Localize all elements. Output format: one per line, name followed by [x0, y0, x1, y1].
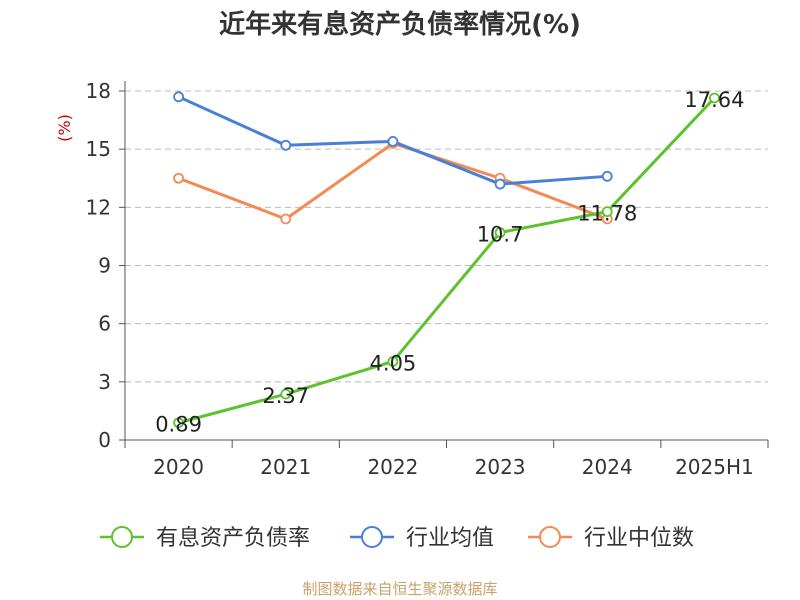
legend-label: 行业中位数 — [584, 526, 694, 551]
y-tick-label: 18 — [86, 79, 111, 103]
data-point — [173, 91, 184, 103]
data-point — [173, 172, 184, 184]
data-label: 4.05 — [370, 351, 417, 375]
x-tick-label: 2024 — [582, 455, 633, 479]
data-point — [387, 356, 399, 367]
y-tick-label: 0 — [98, 428, 111, 452]
data-point — [387, 136, 399, 147]
y-tick-label: 9 — [98, 254, 111, 278]
y-tick-label: 12 — [86, 195, 111, 219]
series-line-0 — [178, 96, 716, 425]
legend-marker — [361, 526, 383, 548]
data-label: 2.37 — [262, 384, 309, 408]
data-point — [280, 139, 292, 151]
data-point — [173, 417, 184, 429]
y-tick-label: 3 — [98, 370, 111, 394]
y-tick-label: 15 — [86, 137, 111, 161]
data-label: 11.78 — [577, 202, 637, 226]
x-tick-label: 2023 — [475, 455, 526, 479]
x-tick-label: 2020 — [153, 455, 204, 479]
data-point — [280, 388, 292, 400]
legend-marker — [111, 526, 133, 548]
y-tick-label: 6 — [98, 312, 111, 336]
data-point — [709, 92, 720, 104]
data-label: 0.89 — [155, 413, 202, 437]
legend-label: 行业均值 — [406, 526, 494, 551]
data-point — [601, 206, 613, 217]
y-axis-label: (%) — [55, 114, 74, 142]
x-tick-label: 2022 — [367, 455, 418, 479]
data-point — [280, 213, 292, 225]
legend-label: 有息资产负债率 — [156, 526, 310, 551]
data-point — [494, 227, 506, 238]
data-label: 17.64 — [684, 88, 744, 112]
x-tick-label: 2021 — [260, 455, 311, 479]
data-point — [494, 178, 506, 190]
data-point — [601, 170, 613, 182]
data-label: 10.7 — [477, 223, 524, 247]
x-tick-label: 2025H1 — [675, 455, 754, 479]
chart-title: 近年来有息资产负债率情况(%) — [219, 10, 581, 40]
source-note: 制图数据来自恒生聚源数据库 — [302, 580, 498, 598]
legend-marker — [539, 526, 561, 548]
